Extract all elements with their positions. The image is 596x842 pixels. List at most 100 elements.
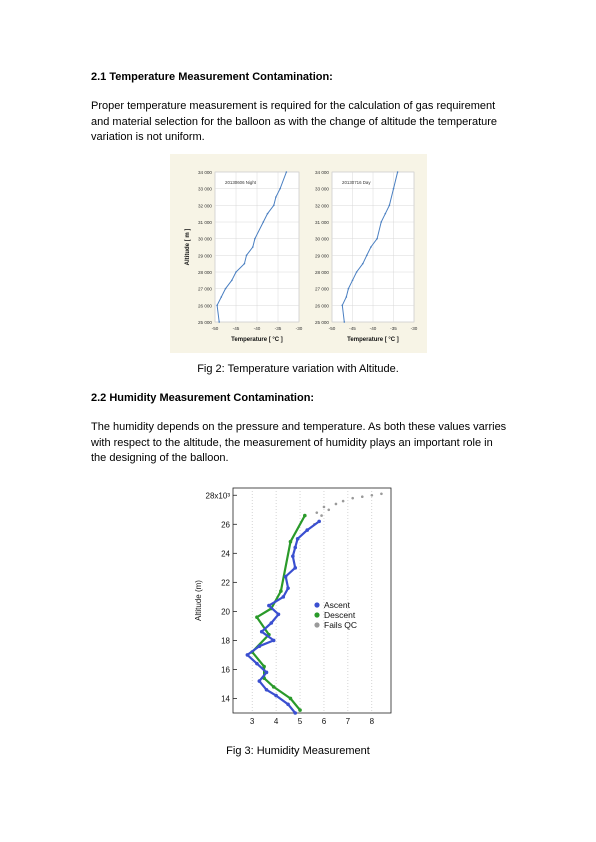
data-point [266,212,269,215]
data-point [370,246,372,248]
data-point [355,271,358,273]
section-body-humidity: The humidity depends on the pressure and… [91,421,507,465]
y-tick-label: 29 000 [315,253,329,258]
data-point [288,696,293,701]
data-point [396,171,399,173]
data-point [360,495,364,499]
y-tick-label: 22 [221,578,230,587]
data-point [320,514,323,517]
figure-caption-humidity: Fig 3: Humidity Measurement [226,745,370,757]
data-point [295,537,300,541]
data-point [264,670,269,675]
data-point [262,221,265,223]
plot-area [232,487,392,714]
y-tick-label: 30 000 [315,237,329,242]
data-point [245,254,248,257]
data-point [351,496,354,500]
data-point [351,279,354,282]
y-tick-label: 29 000 [198,253,212,258]
data-point [224,287,227,290]
y-tick-label: 33 000 [198,187,212,192]
data-point [220,296,223,298]
data-point [275,196,277,198]
y-tick-label: 31 000 [198,220,212,225]
data-point [262,664,266,669]
y-tick-label: 20 [221,607,230,616]
temperature-figure: 25 000 26 000 27 000 28 000 29 000 30 000 31 0… [170,154,427,353]
x-axis-label: Temperature [ °C ] [231,337,283,343]
data-point [327,508,331,512]
data-point [245,653,250,657]
x-tick-label: -35 [390,326,397,331]
data-point [361,262,364,265]
y-tick-label: 28x10³ [206,491,231,500]
data-point [392,187,395,190]
data-point [293,545,298,550]
data-point [276,612,281,617]
y-axis-label: Altitude [ m ] [185,229,191,266]
data-point [288,539,293,544]
x-tick-label: -40 [370,326,377,331]
data-point [347,287,350,290]
y-tick-label: 28 000 [198,270,212,275]
data-point [305,528,310,532]
data-point [298,708,302,712]
y-tick-label: 32 000 [198,203,212,208]
temperature-series-line [216,171,287,323]
data-point [293,566,298,570]
data-point [231,279,233,282]
data-point [322,505,326,509]
data-point [380,492,383,496]
x-tick-label: -45 [349,326,356,331]
x-tick-label: -40 [254,326,261,331]
x-tick-label: -50 [212,326,219,331]
data-point [317,519,321,524]
data-point [376,237,378,240]
y-tick-label: 26 [221,520,230,529]
legend-label: Descent [324,610,356,620]
panel-title: 20130606 Night [225,180,257,185]
data-point [235,271,237,273]
data-point [285,171,288,173]
data-point [281,595,286,599]
legend-marker [314,612,320,618]
y-tick-label: 27 000 [198,287,212,292]
data-point [218,321,220,323]
data-point [341,499,345,503]
x-tick-label: -35 [275,326,282,331]
data-point [274,693,278,698]
section-heading-humidity: 2.2 Humidity Measurement Contamination: [91,392,315,404]
humidity-chart: 3 4 5 6 7 8 14 16 18 20 22 24 26 28x10³ Altitude (m) As… [194,487,392,726]
legend-marker [314,622,320,628]
y-tick-label: 27 000 [315,287,329,292]
y-tick-label: 24 [221,549,230,558]
section-heading-temperature: 2.1 Temperature Measurement Contaminatio… [91,71,333,83]
data-point [243,262,246,265]
y-tick-label: 25 000 [198,320,212,325]
data-point [286,586,290,590]
y-tick-label: 28 000 [315,270,329,275]
data-point [341,304,344,307]
y-tick-label: 14 [221,694,230,703]
series-trace-descent [251,515,306,711]
y-tick-label: 30 000 [198,237,212,242]
data-point [286,702,290,707]
y-tick-label: 31 000 [315,220,329,225]
data-point [334,502,338,506]
x-tick-label: -50 [329,326,336,331]
data-point [343,321,346,323]
data-point [271,638,276,643]
data-point [269,621,274,625]
data-point [370,493,374,497]
x-tick-label: 3 [250,717,255,726]
data-point [283,574,288,579]
data-point [303,513,307,518]
y-axis-label: Altitude (m) [194,580,203,621]
data-point [257,644,262,649]
legend-label: Fails QC [324,620,357,630]
panel-title: 20130716 Day [342,180,371,185]
x-tick-label: 4 [274,717,279,726]
figure-caption-temperature: Fig 2: Temperature variation with Altitu… [197,363,399,375]
data-point [259,629,264,634]
